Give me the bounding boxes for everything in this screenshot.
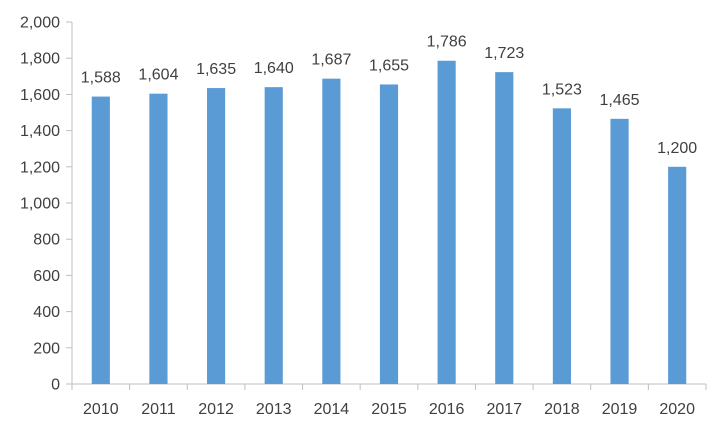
x-tick-label: 2012	[198, 401, 234, 418]
data-labels-group: 1,588 1,604 1,635 1,640 1,687 1,655 1,786 1,723…	[81, 34, 698, 157]
bars-group	[91, 60, 687, 385]
x-tick-label: 2014	[314, 401, 350, 418]
y-tick-label: 1,200	[20, 159, 60, 176]
data-label: 1,604	[138, 67, 178, 84]
y-tick-label: 800	[33, 232, 60, 249]
x-tick-label: 2010	[83, 401, 119, 418]
x-tick-label: 2011	[141, 401, 176, 418]
bar	[264, 87, 283, 384]
bar	[91, 96, 110, 385]
data-label: 1,465	[600, 92, 640, 109]
bar	[149, 93, 168, 385]
bar	[379, 84, 399, 384]
x-tick-label: 2015	[371, 401, 407, 418]
bar	[207, 88, 226, 384]
bar	[437, 60, 456, 384]
x-tick-label: 2017	[486, 401, 522, 418]
y-tick-label: 400	[33, 304, 60, 321]
bar	[495, 72, 514, 385]
data-label: 1,588	[81, 70, 121, 87]
x-tick-label: 2016	[429, 401, 465, 418]
bar	[668, 166, 687, 384]
y-tick-label: 1,600	[20, 87, 60, 104]
data-label: 1,640	[254, 60, 294, 77]
bar	[552, 108, 571, 384]
y-tick-label: 1,000	[20, 196, 60, 213]
data-label: 1,635	[196, 61, 236, 78]
y-tick-label: 600	[33, 268, 60, 285]
data-label: 1,723	[484, 45, 524, 62]
y-tick-label: 200	[33, 340, 60, 357]
data-label: 1,655	[369, 57, 409, 74]
bar	[610, 118, 629, 385]
data-label: 1,687	[311, 52, 351, 69]
y-tick-label: 1,800	[20, 51, 60, 68]
data-label: 1,523	[542, 81, 582, 98]
y-axis: 0 200 400 600 800 1,000 1,200 1,400 1,600 1,800 2,…	[20, 15, 73, 394]
bar	[322, 78, 341, 384]
data-label: 1,786	[427, 34, 467, 51]
x-axis: 2010 2011 2012 2013 2014 2015 2016 2017 2018 2019…	[71, 383, 707, 418]
x-tick-label: 2019	[602, 401, 638, 418]
data-label: 1,200	[657, 140, 697, 157]
x-tick-label: 2013	[256, 401, 292, 418]
x-tick-label: 2020	[659, 401, 695, 418]
x-tick-label: 2018	[544, 401, 580, 418]
y-tick-label: 0	[51, 377, 60, 394]
y-tick-label: 1,400	[20, 123, 60, 140]
y-tick-label: 2,000	[20, 15, 60, 32]
